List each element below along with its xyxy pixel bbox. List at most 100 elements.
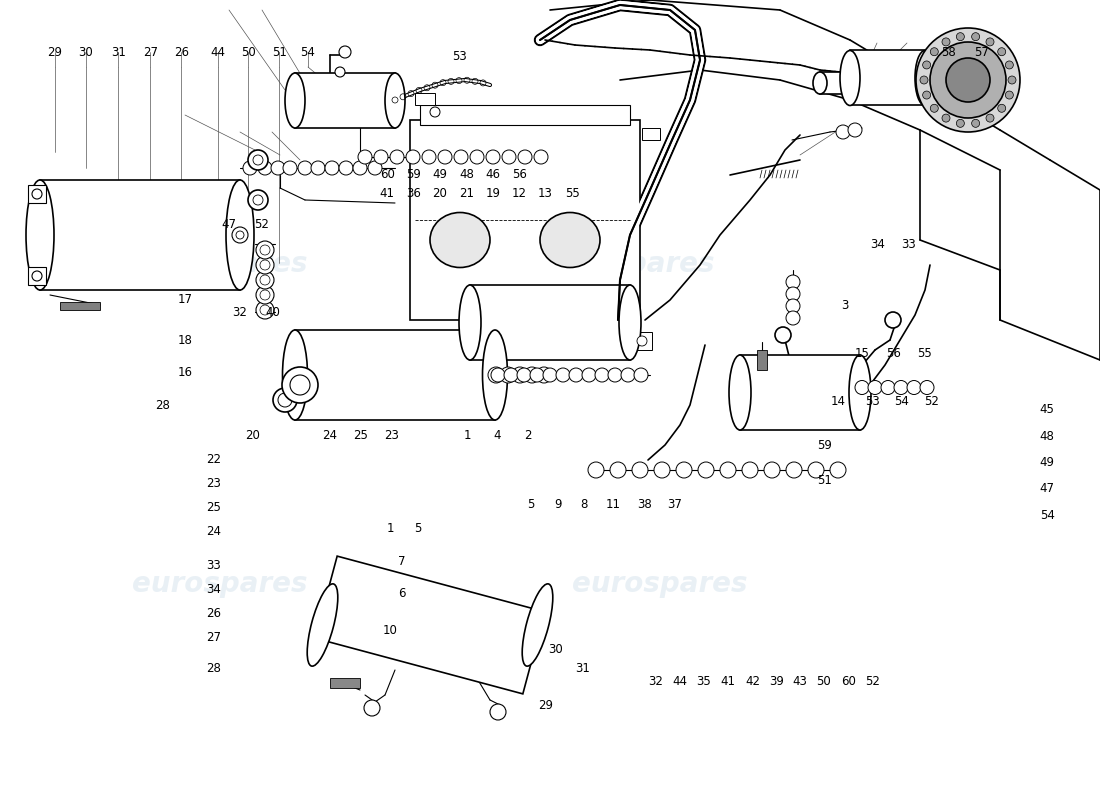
Circle shape <box>634 368 648 382</box>
Circle shape <box>256 241 274 259</box>
Text: 24: 24 <box>206 525 221 538</box>
Text: 26: 26 <box>206 607 221 620</box>
Text: 22: 22 <box>206 453 221 466</box>
Circle shape <box>610 462 626 478</box>
Text: 58: 58 <box>940 46 956 58</box>
Ellipse shape <box>283 330 308 420</box>
Circle shape <box>786 299 800 313</box>
Ellipse shape <box>26 180 54 290</box>
Circle shape <box>248 150 268 170</box>
Circle shape <box>595 368 609 382</box>
Text: 21: 21 <box>459 187 474 200</box>
Circle shape <box>998 48 1005 56</box>
Circle shape <box>454 150 467 164</box>
Circle shape <box>946 58 990 102</box>
Circle shape <box>931 48 938 56</box>
Circle shape <box>282 367 318 403</box>
Text: 23: 23 <box>206 477 221 490</box>
Circle shape <box>430 107 440 117</box>
Text: 14: 14 <box>830 395 846 408</box>
Text: 44: 44 <box>210 46 225 58</box>
Circle shape <box>353 161 367 175</box>
Ellipse shape <box>226 180 254 290</box>
Circle shape <box>556 368 570 382</box>
Circle shape <box>543 368 557 382</box>
Circle shape <box>518 150 532 164</box>
Text: 59: 59 <box>406 168 421 181</box>
Circle shape <box>764 462 780 478</box>
Text: 20: 20 <box>245 429 261 442</box>
Circle shape <box>271 161 285 175</box>
Circle shape <box>786 287 800 301</box>
Text: 25: 25 <box>206 501 221 514</box>
Text: 30: 30 <box>78 46 94 58</box>
Circle shape <box>908 381 921 394</box>
Circle shape <box>894 381 908 394</box>
Circle shape <box>720 462 736 478</box>
Circle shape <box>32 189 42 199</box>
Circle shape <box>569 368 583 382</box>
Circle shape <box>786 311 800 325</box>
Text: 44: 44 <box>672 675 688 688</box>
Circle shape <box>1005 61 1013 69</box>
Circle shape <box>256 286 274 304</box>
Circle shape <box>868 381 882 394</box>
Text: 34: 34 <box>870 238 886 250</box>
Circle shape <box>808 462 824 478</box>
Circle shape <box>956 119 965 127</box>
Bar <box>820 72 855 94</box>
Text: 46: 46 <box>485 168 501 181</box>
Text: 36: 36 <box>406 187 421 200</box>
Circle shape <box>920 381 934 394</box>
Text: 42: 42 <box>745 675 760 688</box>
Text: 11: 11 <box>605 498 620 510</box>
Bar <box>295 73 395 128</box>
Text: 23: 23 <box>384 429 399 442</box>
Text: 9: 9 <box>554 498 561 510</box>
Circle shape <box>256 301 274 319</box>
Text: 52: 52 <box>865 675 880 688</box>
Circle shape <box>502 150 516 164</box>
Circle shape <box>512 367 528 383</box>
Text: 10: 10 <box>383 624 398 637</box>
Text: 29: 29 <box>538 699 553 712</box>
Circle shape <box>298 161 312 175</box>
Circle shape <box>406 150 420 164</box>
Circle shape <box>742 462 758 478</box>
Circle shape <box>956 33 965 41</box>
Circle shape <box>986 38 994 46</box>
Circle shape <box>253 195 263 205</box>
Circle shape <box>358 150 372 164</box>
Ellipse shape <box>729 355 751 430</box>
Circle shape <box>339 161 353 175</box>
Text: 41: 41 <box>379 187 395 200</box>
Text: 49: 49 <box>1040 456 1055 469</box>
Circle shape <box>930 42 1007 118</box>
Text: 27: 27 <box>206 631 221 644</box>
Circle shape <box>422 150 436 164</box>
Polygon shape <box>316 556 544 694</box>
Circle shape <box>32 271 42 281</box>
Text: 33: 33 <box>206 559 221 572</box>
Circle shape <box>786 275 800 289</box>
Circle shape <box>374 150 388 164</box>
Text: 3: 3 <box>842 299 848 312</box>
Text: 54: 54 <box>1040 509 1055 522</box>
Bar <box>330 678 360 688</box>
Ellipse shape <box>307 584 338 666</box>
Text: 60: 60 <box>840 675 856 688</box>
Bar <box>40 180 240 290</box>
Circle shape <box>855 381 869 394</box>
Circle shape <box>637 336 647 346</box>
Ellipse shape <box>849 355 871 430</box>
Text: 37: 37 <box>667 498 682 510</box>
Circle shape <box>886 312 901 328</box>
Text: eurospares: eurospares <box>539 250 715 278</box>
Text: 41: 41 <box>720 675 736 688</box>
Circle shape <box>278 393 292 407</box>
Bar <box>28 185 46 203</box>
Circle shape <box>368 161 382 175</box>
Text: 48: 48 <box>459 168 474 181</box>
Bar <box>642 128 660 140</box>
Bar <box>28 267 46 285</box>
